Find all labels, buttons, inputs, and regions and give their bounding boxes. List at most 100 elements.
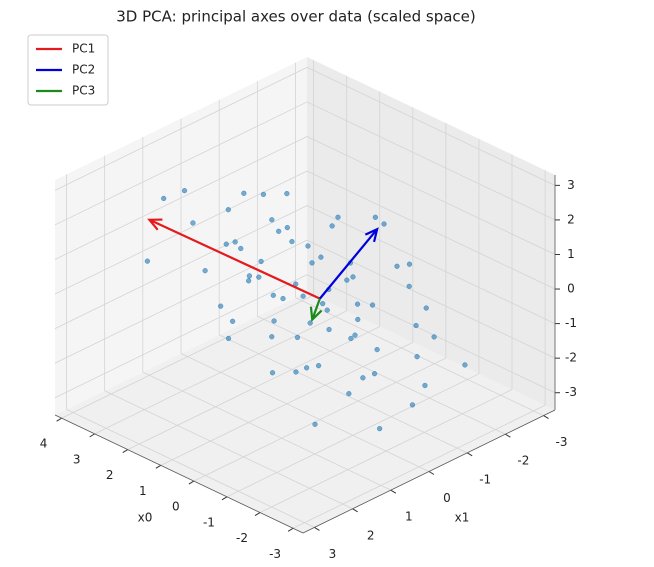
data-point [431, 334, 437, 340]
data-point [245, 278, 252, 284]
data-point [238, 245, 244, 252]
data-point [462, 362, 468, 368]
data-point [422, 382, 428, 389]
data-point [406, 283, 412, 290]
z-tick-label: -3 [565, 385, 577, 399]
arrow-head [147, 218, 163, 231]
pc-arrow [311, 298, 321, 321]
data-point [406, 261, 413, 267]
x-tick-label: 4 [40, 437, 48, 451]
data-point [374, 346, 380, 353]
grid-line [306, 170, 556, 290]
grid-line [54, 136, 308, 260]
grid-line [306, 239, 556, 359]
legend-label: PC3 [72, 84, 95, 98]
data-point [326, 326, 332, 333]
y-tick-label: -1 [479, 472, 491, 486]
tick-mark [428, 471, 435, 475]
data-point [303, 365, 310, 371]
data-point [284, 190, 290, 197]
tick-mark [314, 526, 320, 531]
legend-box [27, 34, 109, 106]
data-point [270, 292, 276, 298]
chart-title: 3D PCA: principal axes over data (scaled… [116, 8, 475, 26]
right-pane [307, 57, 555, 410]
data-point [335, 214, 341, 220]
y-axis-label: x1 [455, 511, 470, 525]
data-point [223, 241, 229, 247]
y-tick-label: 3 [329, 547, 337, 561]
pc-arrow [148, 218, 321, 300]
x-tick-label: 3 [73, 452, 81, 466]
grid-line [54, 67, 308, 191]
x-tick-label: 2 [106, 468, 114, 482]
grid-line [306, 205, 556, 324]
data-point [320, 300, 326, 307]
data-point [376, 425, 383, 432]
data-point [318, 254, 324, 260]
tick-mark [221, 496, 228, 501]
x-tick-label: -1 [203, 515, 215, 529]
grid-line [54, 239, 308, 364]
data-point [241, 190, 247, 196]
y-tick-label: 0 [443, 491, 451, 505]
x-tick-label: 0 [172, 500, 180, 514]
data-point [344, 277, 350, 283]
data-point [324, 307, 330, 313]
data-point [269, 370, 276, 376]
z-tick-label: -1 [565, 316, 577, 330]
data-point [229, 318, 236, 324]
data-point [284, 224, 290, 231]
grid-line [54, 101, 308, 226]
data-point [293, 369, 299, 375]
pc-arrow [319, 228, 379, 300]
data-point [394, 263, 400, 269]
y-tick-label: -2 [517, 454, 529, 468]
y-tick-label: 1 [405, 510, 413, 524]
grid-line [104, 390, 353, 510]
grid-line [180, 353, 430, 472]
grid-line [142, 371, 391, 491]
tick-mark [505, 433, 511, 438]
data-point [256, 274, 262, 280]
legend: PC1 PC2 PC3 [27, 34, 109, 106]
grid-line [306, 101, 556, 221]
data-point [276, 228, 282, 234]
tick-mark [56, 417, 62, 422]
data-point [300, 293, 306, 299]
data-point [225, 207, 231, 213]
data-point [202, 268, 208, 274]
data-point [294, 334, 301, 341]
grid-line [306, 274, 556, 394]
z-tick-label: 0 [567, 282, 575, 296]
data-point [360, 375, 366, 381]
data-point [260, 191, 267, 198]
x-tick-label: 1 [139, 484, 147, 498]
data-point [309, 260, 315, 266]
grid-line [66, 409, 315, 528]
tick-mark [122, 449, 129, 454]
data-point [190, 220, 196, 226]
data-point [232, 239, 238, 245]
data-point [372, 214, 379, 220]
z-tick-label: 3 [567, 178, 575, 192]
data-point [225, 335, 232, 342]
tick-mark [254, 512, 261, 516]
tick-mark [352, 508, 358, 513]
tick-mark [89, 433, 95, 438]
data-point [181, 188, 188, 194]
grid-line [54, 170, 308, 295]
data-point [350, 274, 356, 280]
tick-mark [287, 527, 294, 532]
grid-line [54, 205, 308, 329]
data-point [369, 302, 376, 308]
data-point [246, 273, 253, 279]
x-tick-label: -2 [236, 531, 248, 545]
z-tick-label: -2 [565, 351, 577, 365]
x-axis-label: x0 [138, 511, 153, 525]
x-tick-label: -3 [269, 547, 281, 561]
arrow-head [309, 306, 323, 323]
z-tick-label: 1 [567, 247, 575, 261]
arrow-head [364, 227, 379, 243]
